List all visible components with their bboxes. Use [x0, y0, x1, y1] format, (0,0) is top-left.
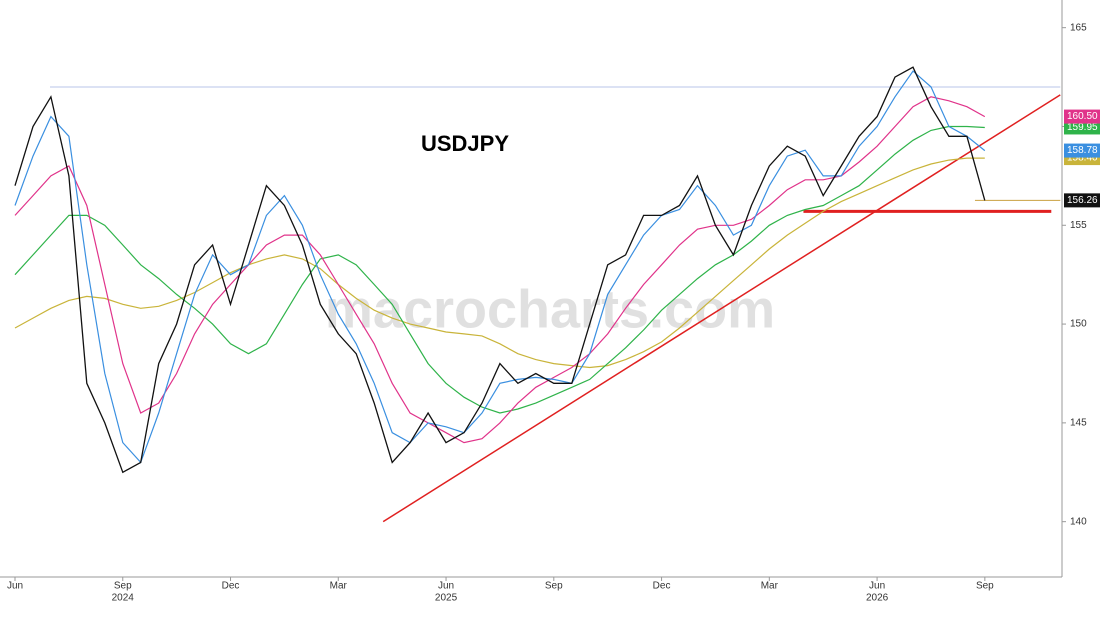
x-year-label: 2025: [435, 593, 458, 604]
last-value-label: 158.40: [1067, 153, 1098, 164]
y-tick-label: 165: [1070, 22, 1087, 33]
annotation-line: [382, 94, 1061, 523]
last-value-label: 156.26: [1067, 195, 1098, 206]
x-tick-label: Dec: [653, 581, 671, 592]
series-line: [14, 157, 985, 369]
last-value-box: [1064, 193, 1100, 208]
x-tick-label: Mar: [761, 581, 779, 592]
y-tick-label: 150: [1070, 319, 1087, 330]
x-tick-label: Jun: [438, 581, 454, 592]
last-value-label: 159.95: [1067, 122, 1098, 133]
x-year-label: 2024: [112, 593, 135, 604]
y-tick-label: 140: [1070, 516, 1087, 527]
x-year-label: 2026: [866, 593, 889, 604]
y-tick-label: 145: [1070, 418, 1087, 429]
x-tick-label: Sep: [976, 581, 994, 592]
x-tick-label: Sep: [545, 581, 563, 592]
series-line: [14, 125, 985, 414]
last-value-box: [1064, 120, 1100, 135]
x-tick-label: Dec: [222, 581, 240, 592]
series-line: [14, 70, 986, 464]
x-tick-label: Sep: [114, 581, 132, 592]
x-tick-label: Jun: [7, 581, 23, 592]
last-value-box: [1064, 143, 1100, 158]
last-value-box: [1064, 109, 1100, 124]
chart-title: USDJPY: [421, 131, 509, 156]
x-tick-label: Mar: [330, 581, 348, 592]
last-value-label: 160.50: [1067, 111, 1098, 122]
last-value-label: 158.78: [1067, 145, 1098, 156]
y-tick-label: 155: [1070, 220, 1087, 231]
watermark: macrocharts.com: [325, 279, 775, 339]
series-line: [14, 66, 986, 474]
series-line: [14, 96, 986, 444]
x-tick-label: Jun: [869, 581, 885, 592]
